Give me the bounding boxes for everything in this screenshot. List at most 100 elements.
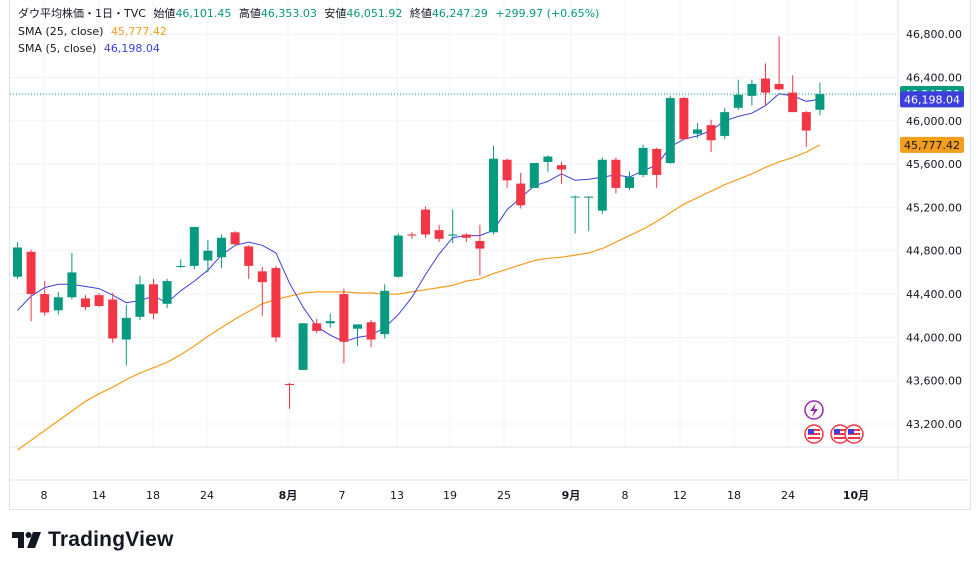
sma25-price-tag: 45,777.42 — [904, 139, 960, 152]
y-tick-label: 44,400.00 — [906, 288, 962, 301]
y-tick-label: 46,000.00 — [906, 115, 962, 128]
candle-body — [149, 284, 158, 314]
y-tick-label: 46,400.00 — [906, 71, 962, 84]
close-label: 終値 — [409, 7, 432, 20]
x-tick-label: 19 — [443, 489, 457, 502]
candle-body — [706, 125, 716, 141]
candle-body — [421, 209, 430, 235]
candle-body — [94, 295, 104, 306]
candle-body — [353, 324, 362, 329]
change-value: +299.97 (+0.65%) — [495, 7, 600, 20]
x-tick-label: 9月 — [562, 489, 581, 502]
candle-body — [298, 323, 308, 370]
candle-body — [40, 294, 50, 313]
sma5-legend[interactable]: SMA (5, close) 46,198.04 — [18, 42, 164, 56]
candle-body — [489, 158, 498, 233]
candle-body — [380, 290, 390, 335]
us-flag-canton — [834, 429, 840, 434]
y-tick-label: 43,200.00 — [906, 418, 962, 431]
candle-body — [543, 156, 553, 162]
sma25-legend[interactable]: SMA (25, close) 45,777.42 — [18, 25, 171, 39]
high-label: 高値 — [238, 7, 261, 20]
y-tick-label: 46,800.00 — [906, 28, 962, 41]
sma5-label: SMA (5, close) — [18, 42, 97, 55]
candle-body — [285, 383, 294, 386]
candle-body — [557, 165, 566, 170]
candle-body — [366, 322, 376, 340]
x-tick-label: 14 — [92, 489, 106, 502]
x-tick-label: 7 — [339, 489, 346, 502]
y-tick-label: 45,200.00 — [906, 201, 962, 214]
x-tick-label: 8 — [41, 489, 48, 502]
candle-body — [570, 196, 580, 198]
candle-body — [679, 98, 689, 140]
us-flag-stripe — [834, 437, 846, 439]
x-tick-label: 8 — [622, 489, 629, 502]
sma5-legend-value: 46,198.04 — [103, 42, 160, 55]
open-value: 46,101.45 — [175, 7, 232, 20]
candle-body — [516, 183, 526, 206]
candle-body — [217, 237, 226, 258]
close-value: 46,247.29 — [431, 7, 488, 20]
us-flag-stripe — [808, 437, 820, 439]
candle-body — [81, 298, 90, 308]
candle-body — [693, 129, 702, 134]
tradingview-logo-icon — [12, 532, 41, 548]
low-label: 安値 — [324, 7, 347, 20]
candle-body — [815, 93, 825, 110]
sma25-legend-value: 45,777.42 — [110, 25, 167, 38]
candle-body — [625, 177, 634, 188]
y-tick-label: 44,000.00 — [906, 331, 962, 344]
us-flag-canton — [848, 429, 854, 434]
candle-body — [135, 284, 145, 317]
candle-body — [448, 234, 458, 236]
candle-body — [720, 112, 730, 136]
price-chart[interactable]: 46,800.00 46,400.00 46,000.00 45,600.00 45,2… — [0, 0, 980, 510]
candle-body — [529, 163, 539, 188]
sma25-line — [17, 144, 821, 451]
candle-body — [747, 83, 757, 96]
sma5-price-tag: 46,198.04 — [904, 93, 960, 106]
candle-body — [53, 297, 63, 311]
candle-body — [652, 148, 662, 175]
candle-body — [121, 317, 131, 340]
candle-body — [244, 246, 254, 266]
us-flag-canton — [808, 429, 814, 434]
high-value: 46,353.03 — [260, 7, 317, 20]
x-tick-label: 25 — [497, 489, 511, 502]
candle-body — [13, 247, 22, 277]
chart-frame — [9, 0, 971, 510]
candle-body — [584, 196, 594, 198]
candle-body — [638, 147, 648, 175]
candle-body — [597, 159, 607, 211]
candle-body — [665, 98, 675, 164]
candle-body — [230, 232, 240, 245]
lightning-icon — [810, 403, 818, 417]
x-tick-label: 18 — [146, 489, 160, 502]
sma25-label: SMA (25, close) — [18, 25, 104, 38]
candle-body — [434, 230, 444, 239]
candle-body — [611, 159, 621, 188]
candle-body — [176, 265, 186, 267]
candle-body — [312, 323, 322, 331]
candle-body — [339, 294, 349, 342]
sma25-price-tag-bg — [900, 136, 964, 153]
candle-body — [162, 281, 172, 304]
candle-body — [271, 268, 281, 338]
candle-body — [733, 94, 743, 108]
candle-body — [801, 112, 811, 131]
candle-body — [26, 251, 36, 295]
y-tick-label: 43,600.00 — [906, 375, 962, 388]
candle-body — [461, 234, 471, 238]
candle-body — [189, 226, 199, 266]
symbol-label: ダウ平均株価・1日・TVC — [18, 7, 146, 20]
candle-body — [761, 78, 770, 93]
tradingview-logo[interactable]: TradingView — [12, 528, 174, 552]
y-tick-label: 45,600.00 — [906, 158, 962, 171]
ohlc-legend: ダウ平均株価・1日・TVC 始値46,101.45 高値46,353.03 安値… — [18, 7, 603, 21]
x-tick-label: 18 — [727, 489, 741, 502]
low-value: 46,051.92 — [346, 7, 403, 20]
candle-body — [788, 92, 798, 113]
open-label: 始値 — [153, 7, 176, 20]
y-tick-label: 44,800.00 — [906, 245, 962, 258]
